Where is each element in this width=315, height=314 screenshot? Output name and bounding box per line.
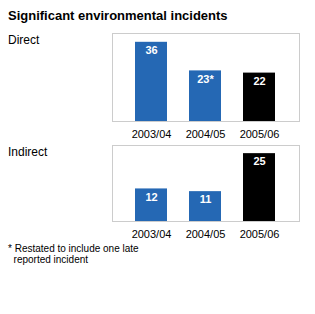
svg-text:2003/04: 2003/04 <box>132 128 172 140</box>
svg-text:2005/06: 2005/06 <box>240 128 280 140</box>
html-text:* Restated to include one late: * Restated to include one late reported … <box>8 243 139 265</box>
svg-text:36: 36 <box>145 44 157 56</box>
svg-text:12: 12 <box>145 191 157 203</box>
svg-text:2005/06: 2005/06 <box>240 228 280 240</box>
html-text:Indirect: Indirect <box>8 145 48 159</box>
svg-text:2003/04: 2003/04 <box>132 228 172 240</box>
svg-text:25: 25 <box>253 155 265 167</box>
svg-text:11: 11 <box>200 193 212 205</box>
html-text:Significant environmental inci: Significant environmental incidents <box>8 8 228 23</box>
svg-text:22: 22 <box>253 75 265 87</box>
svg-text:2004/05: 2004/05 <box>186 128 226 140</box>
svg-text:2004/05: 2004/05 <box>186 228 226 240</box>
svg-text:23*: 23* <box>197 73 214 85</box>
html-text:Direct: Direct <box>8 33 40 47</box>
